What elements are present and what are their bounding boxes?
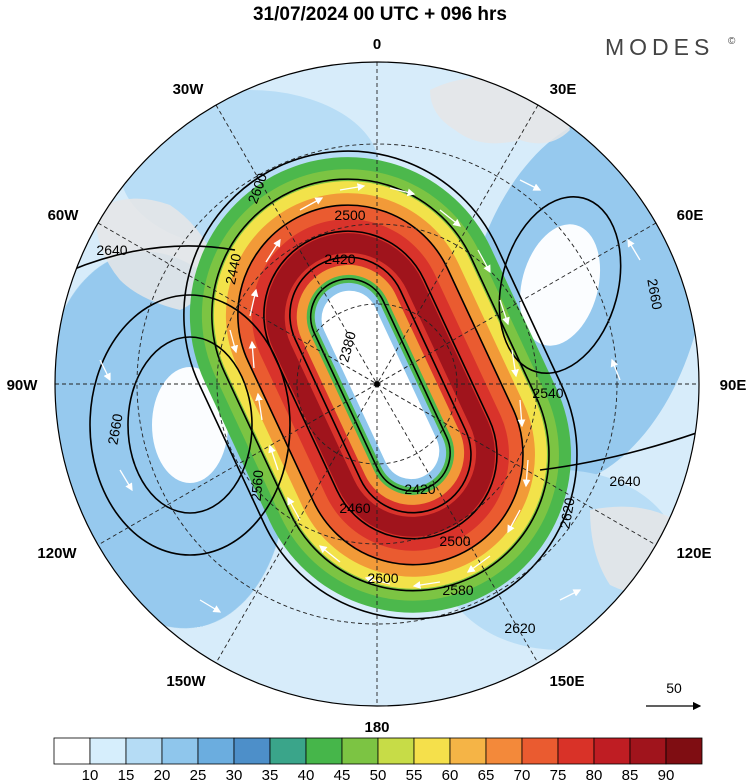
contour-label: 2540 xyxy=(532,385,563,401)
colorbar-tick-label: 15 xyxy=(118,767,135,782)
outer-contours xyxy=(59,195,699,556)
contour-label: 2600 xyxy=(367,570,398,586)
wind-vectors xyxy=(99,179,641,613)
contour-label: 2380 xyxy=(335,329,359,363)
colorbar-tick-label: 80 xyxy=(586,767,603,782)
contour-label: 2560 xyxy=(248,469,267,502)
colorbar-swatch xyxy=(197,737,235,765)
lon-label-150e: 150E xyxy=(549,673,584,690)
contour-label: 2660 xyxy=(644,277,665,311)
colorbar-tick-label: 65 xyxy=(478,767,495,782)
height-contours xyxy=(183,150,578,620)
colorbar-tick-label: 10 xyxy=(82,767,99,782)
lon-label-60e: 60E xyxy=(677,207,704,224)
colorbar-swatch xyxy=(53,737,91,765)
lon-label-180: 180 xyxy=(364,719,389,736)
contour-label: 2500 xyxy=(439,533,470,549)
colorbar-swatch xyxy=(521,737,559,765)
colorbar-swatch xyxy=(341,737,379,765)
contour-label: 2420 xyxy=(324,251,355,267)
brand-mark: © xyxy=(728,36,736,47)
colorbar-swatch xyxy=(413,737,451,765)
map-disk: 2420 2420 2500 2500 2580 2600 2600 2620 … xyxy=(55,62,699,706)
lon-label-90e: 90E xyxy=(720,377,747,394)
colorbar-tick-label: 75 xyxy=(550,767,567,782)
colorbar-swatch xyxy=(125,737,163,765)
jet-stream xyxy=(189,157,571,613)
contour-label: 2440 xyxy=(222,252,244,286)
map-outline xyxy=(54,61,700,707)
colorbar-tick-label: 85 xyxy=(622,767,639,782)
colorbar-swatch xyxy=(377,737,415,765)
colorbar-swatch xyxy=(89,737,127,765)
colorbar-swatch xyxy=(485,737,523,765)
lon-label-30w: 30W xyxy=(173,81,205,98)
contour-label: 2640 xyxy=(96,242,127,258)
lon-label-120w: 120W xyxy=(37,545,77,562)
colorbar-tick-label: 70 xyxy=(514,767,531,782)
contour-label: 2580 xyxy=(442,582,473,598)
colorbar-tick-label: 20 xyxy=(154,767,171,782)
brand-logo: MODES xyxy=(605,34,714,60)
contour-label: 2640 xyxy=(609,473,640,489)
contour-label: 2660 xyxy=(104,412,125,446)
colorbar-swatch xyxy=(161,737,199,765)
map-title: 31/07/2024 00 UTC + 096 hrs xyxy=(253,4,507,25)
pole-marker xyxy=(374,381,380,387)
contour-label: 2420 xyxy=(404,481,435,497)
longitude-labels: 0 30E 60E 90E 120E 150E 180 150W 120W 90… xyxy=(7,36,747,736)
colorbar-swatch xyxy=(665,737,703,765)
contour-labels: 2420 2420 2500 2500 2580 2600 2600 2620 … xyxy=(96,171,665,636)
lon-label-0: 0 xyxy=(373,36,381,53)
colorbar-swatch xyxy=(629,737,667,765)
colorbar-tick-label: 50 xyxy=(370,767,387,782)
colorbar-tick-label: 30 xyxy=(226,767,243,782)
colorbar: 10 15 20 25 30 35 40 45 50 55 60 65 70 75 80 85 90 xyxy=(53,737,703,782)
lon-label-90w: 90W xyxy=(7,377,39,394)
colorbar-swatch xyxy=(305,737,343,765)
contour-label: 2620 xyxy=(504,620,535,636)
reference-vector-label: 50 xyxy=(666,680,682,696)
lon-label-30e: 30E xyxy=(550,81,577,98)
colorbar-tick-label: 45 xyxy=(334,767,351,782)
contour-label: 2620 xyxy=(556,496,577,530)
colorbar-tick-label: 60 xyxy=(442,767,459,782)
colorbar-swatch xyxy=(233,737,271,765)
lon-label-120e: 120E xyxy=(676,545,711,562)
contour-label: 2500 xyxy=(334,207,365,223)
colorbar-tick-label: 25 xyxy=(190,767,207,782)
colorbar-swatch xyxy=(593,737,631,765)
colorbar-swatch xyxy=(269,737,307,765)
contour-label: 2460 xyxy=(339,500,370,516)
colorbar-tick-label: 90 xyxy=(658,767,675,782)
lon-label-60w: 60W xyxy=(48,207,80,224)
colorbar-swatch xyxy=(557,737,595,765)
colorbar-swatch xyxy=(449,737,487,765)
colorbar-tick-label: 55 xyxy=(406,767,423,782)
colorbar-tick-label: 35 xyxy=(262,767,279,782)
lon-label-150w: 150W xyxy=(166,673,206,690)
colorbar-tick-label: 40 xyxy=(298,767,315,782)
